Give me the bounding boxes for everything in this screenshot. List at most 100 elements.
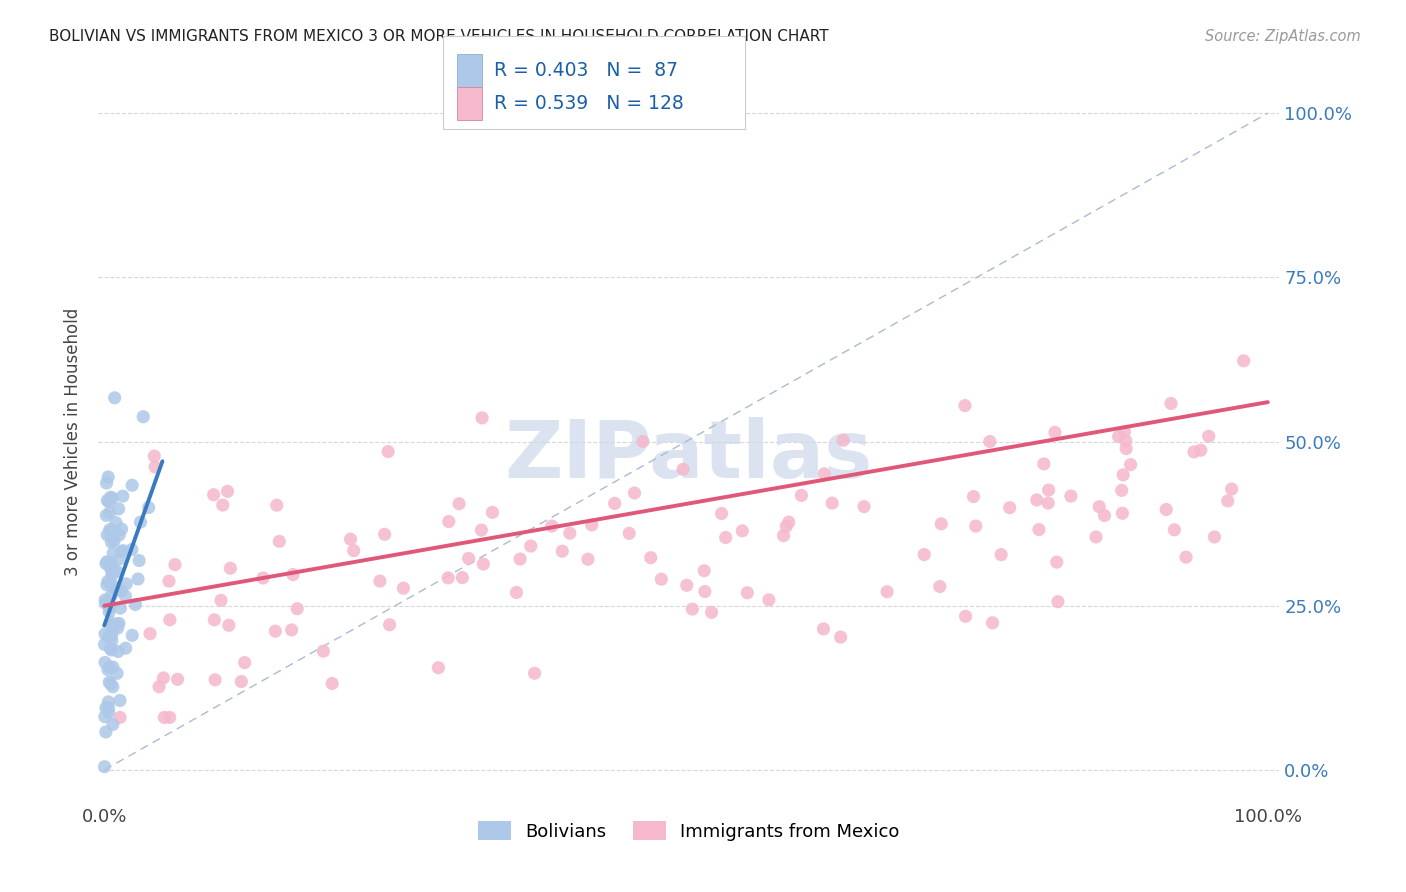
- Text: R = 0.403   N =  87: R = 0.403 N = 87: [494, 61, 678, 80]
- Point: [520, 539, 543, 553]
- Point: [1094, 508, 1116, 523]
- Point: [1060, 489, 1083, 503]
- Point: [94, 592, 117, 607]
- Point: [121, 478, 143, 492]
- Point: [1088, 500, 1111, 514]
- Point: [912, 548, 935, 562]
- Point: [990, 548, 1012, 562]
- Point: [981, 615, 1004, 630]
- Point: [1175, 550, 1198, 565]
- Point: [1038, 496, 1060, 510]
- Point: [100, 529, 122, 543]
- Point: [378, 617, 401, 632]
- Point: [129, 515, 152, 529]
- Text: BOLIVIAN VS IMMIGRANTS FROM MEXICO 3 OR MORE VEHICLES IN HOUSEHOLD CORRELATION C: BOLIVIAN VS IMMIGRANTS FROM MEXICO 3 OR …: [49, 29, 828, 44]
- Point: [581, 518, 603, 533]
- Point: [107, 616, 129, 631]
- Point: [1028, 523, 1050, 537]
- Point: [108, 710, 131, 724]
- Text: Source: ZipAtlas.com: Source: ZipAtlas.com: [1205, 29, 1361, 44]
- Point: [100, 577, 122, 591]
- Point: [998, 500, 1021, 515]
- Point: [124, 598, 146, 612]
- Point: [94, 710, 117, 724]
- Point: [121, 542, 143, 557]
- Point: [1115, 442, 1137, 456]
- Point: [110, 583, 132, 598]
- Point: [832, 434, 855, 448]
- Point: [100, 643, 122, 657]
- Point: [1046, 555, 1069, 569]
- Point: [108, 616, 131, 631]
- Point: [853, 500, 876, 514]
- Point: [693, 564, 716, 578]
- Point: [100, 524, 122, 538]
- Point: [1220, 482, 1243, 496]
- Point: [159, 710, 181, 724]
- Point: [505, 585, 527, 599]
- Point: [775, 519, 797, 533]
- Point: [631, 434, 654, 449]
- Point: [1046, 595, 1069, 609]
- Point: [107, 621, 129, 635]
- Point: [100, 560, 122, 574]
- Point: [449, 497, 471, 511]
- Point: [209, 593, 232, 607]
- Point: [953, 399, 976, 413]
- Point: [576, 552, 599, 566]
- Point: [98, 506, 121, 520]
- Point: [368, 574, 391, 588]
- Point: [451, 570, 474, 584]
- Text: ZIPatlas: ZIPatlas: [505, 417, 873, 495]
- Point: [94, 627, 117, 641]
- Point: [98, 523, 121, 537]
- Point: [876, 584, 898, 599]
- Point: [693, 584, 716, 599]
- Point: [98, 600, 121, 615]
- Point: [132, 409, 155, 424]
- Point: [104, 391, 127, 405]
- Point: [105, 666, 128, 681]
- Point: [211, 498, 233, 512]
- Point: [650, 572, 672, 586]
- Point: [110, 601, 132, 615]
- Point: [107, 644, 129, 658]
- Point: [104, 582, 127, 596]
- Point: [509, 552, 531, 566]
- Point: [551, 544, 574, 558]
- Point: [105, 564, 128, 578]
- Point: [97, 470, 120, 484]
- Point: [107, 502, 129, 516]
- Point: [114, 589, 136, 603]
- Point: [377, 444, 399, 458]
- Point: [143, 460, 166, 475]
- Point: [111, 489, 134, 503]
- Point: [623, 486, 645, 500]
- Point: [1115, 434, 1137, 448]
- Point: [233, 656, 256, 670]
- Point: [737, 585, 759, 599]
- Point: [101, 623, 124, 637]
- Point: [128, 553, 150, 567]
- Y-axis label: 3 or more Vehicles in Household: 3 or more Vehicles in Household: [65, 308, 83, 575]
- Point: [204, 673, 226, 687]
- Point: [457, 551, 479, 566]
- Point: [115, 577, 138, 591]
- Point: [108, 528, 131, 542]
- Point: [1204, 530, 1226, 544]
- Point: [312, 644, 335, 658]
- Point: [163, 558, 186, 572]
- Point: [96, 476, 118, 491]
- Point: [111, 544, 134, 558]
- Point: [202, 488, 225, 502]
- Point: [280, 623, 302, 637]
- Point: [101, 618, 124, 632]
- Point: [97, 663, 120, 677]
- Point: [1182, 445, 1205, 459]
- Point: [955, 609, 977, 624]
- Point: [1216, 494, 1239, 508]
- Point: [437, 515, 460, 529]
- Point: [148, 680, 170, 694]
- Point: [374, 527, 396, 541]
- Point: [269, 534, 291, 549]
